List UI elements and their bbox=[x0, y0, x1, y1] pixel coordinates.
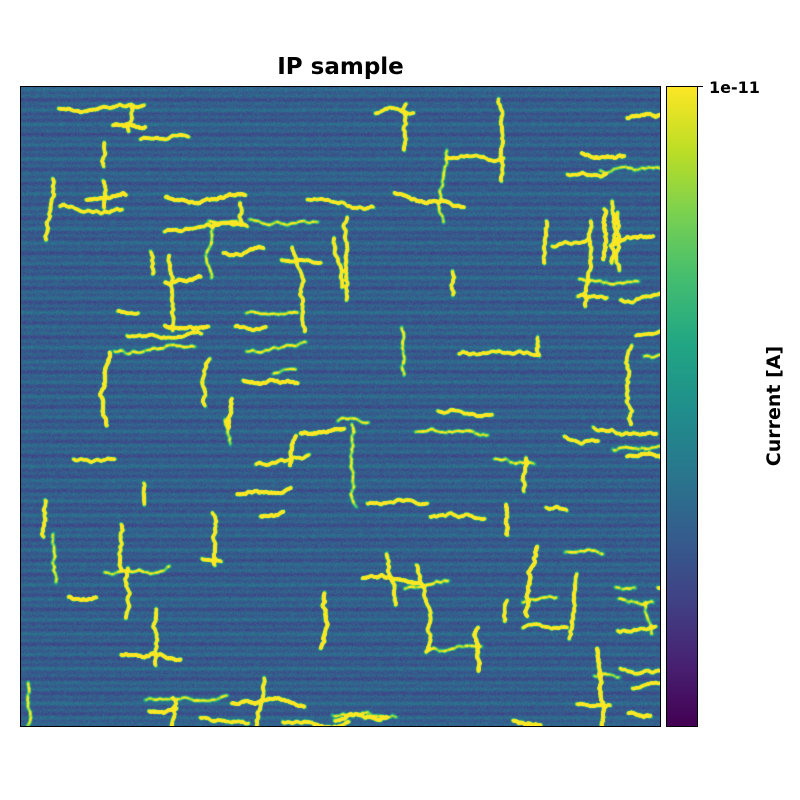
colorbar-label: Current [A] bbox=[763, 345, 785, 467]
colorbar-tick-label: 1e-11 bbox=[709, 78, 760, 97]
colorbar-tick bbox=[698, 86, 703, 87]
heatmap-plot-area bbox=[20, 86, 661, 727]
colorbar-gradient bbox=[667, 87, 697, 726]
current-map-image bbox=[21, 87, 660, 726]
colorbar bbox=[666, 86, 698, 727]
chart-title: IP sample bbox=[277, 54, 404, 80]
